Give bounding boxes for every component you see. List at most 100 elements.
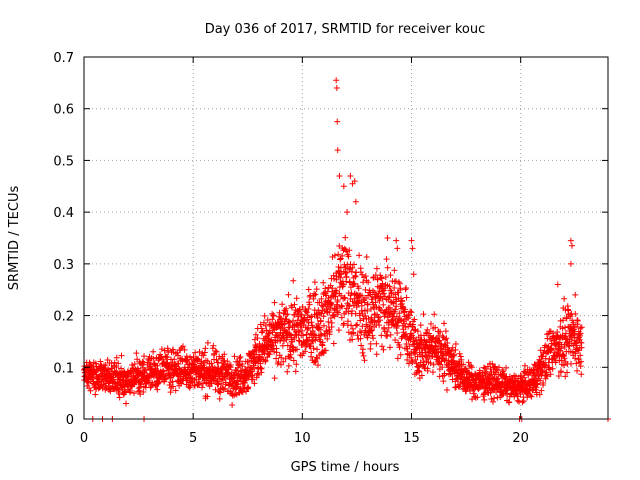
data-point: [287, 354, 294, 361]
chart-title: Day 036 of 2017, SRMTID for receiver kou…: [205, 22, 486, 37]
data-point: [361, 331, 368, 338]
data-point: [335, 251, 342, 258]
data-point: [292, 368, 299, 375]
data-point: [284, 311, 291, 318]
data-point: [288, 302, 295, 309]
data-point: [343, 274, 350, 281]
data-point: [264, 317, 271, 324]
data-point: [354, 332, 361, 339]
data-point: [506, 399, 513, 406]
data-point: [391, 267, 398, 274]
data-point: [360, 279, 367, 286]
data-point: [370, 335, 377, 342]
data-point: [421, 364, 428, 371]
data-point: [144, 378, 151, 385]
data-point: [537, 377, 544, 384]
data-point: [308, 349, 315, 356]
data-point: [385, 324, 392, 331]
data-point: [105, 366, 112, 373]
data-point: [218, 380, 225, 387]
data-point: [384, 264, 391, 271]
data-point: [340, 281, 347, 288]
data-point: [572, 291, 579, 298]
data-point: [394, 319, 401, 326]
data-point: [366, 287, 373, 294]
data-point: [192, 349, 199, 356]
data-point: [391, 313, 398, 320]
data-point: [139, 358, 146, 365]
data-point: [574, 367, 581, 374]
data-point: [397, 351, 404, 358]
data-point: [387, 344, 394, 351]
data-point: [561, 355, 568, 362]
data-point: [387, 272, 394, 279]
data-point: [349, 264, 356, 271]
data-point: [331, 313, 338, 320]
data-point: [271, 375, 278, 382]
data-point: [358, 307, 365, 314]
data-point: [387, 331, 394, 338]
data-point: [318, 331, 325, 338]
data-point: [467, 387, 474, 394]
data-point: [245, 384, 252, 391]
data-point: [344, 269, 351, 276]
data-point: [480, 364, 487, 371]
data-point: [208, 360, 215, 367]
data-point: [309, 336, 316, 343]
data-point: [110, 376, 117, 383]
data-point: [233, 384, 240, 391]
data-point: [257, 321, 264, 328]
y-tick-label: 0.5: [53, 154, 74, 169]
data-point: [338, 271, 345, 278]
data-point: [434, 354, 441, 361]
data-point: [236, 355, 243, 362]
data-point: [555, 373, 562, 380]
data-point: [489, 398, 496, 405]
data-point: [561, 344, 568, 351]
data-point: [141, 353, 148, 360]
data-point: [334, 297, 341, 304]
data-point: [538, 387, 545, 394]
data-point: [256, 354, 263, 361]
data-point: [190, 353, 197, 360]
data-point: [573, 360, 580, 367]
data-point: [572, 350, 579, 357]
data-point: [572, 310, 579, 317]
data-point: [377, 274, 384, 281]
data-point: [283, 305, 290, 312]
data-point: [533, 384, 540, 391]
data-point: [358, 342, 365, 349]
data-point: [560, 352, 567, 359]
data-point: [568, 360, 575, 367]
y-tick-label: 0.7: [53, 51, 74, 66]
data-points: [81, 77, 611, 422]
data-point: [443, 335, 450, 342]
data-point: [350, 261, 357, 268]
data-point: [393, 237, 400, 244]
data-point: [222, 379, 229, 386]
data-point: [331, 252, 338, 259]
data-point: [492, 363, 499, 370]
data-point: [227, 361, 234, 368]
data-point: [409, 332, 416, 339]
data-point: [361, 357, 368, 364]
data-point: [443, 386, 450, 393]
data-point: [465, 359, 472, 366]
data-point: [335, 327, 342, 334]
data-point: [322, 285, 329, 292]
grid: [84, 57, 608, 419]
data-point: [269, 316, 276, 323]
data-point: [178, 380, 185, 387]
y-tick-label: 0.4: [53, 206, 74, 221]
data-point: [113, 354, 120, 361]
data-point: [118, 352, 125, 359]
data-point: [312, 291, 319, 298]
x-tick-label: 5: [189, 431, 197, 446]
data-point: [537, 347, 544, 354]
data-point: [204, 393, 211, 400]
data-point: [154, 362, 161, 369]
data-point: [247, 353, 254, 360]
data-point: [87, 387, 94, 394]
data-point: [402, 324, 409, 331]
data-point: [561, 333, 568, 340]
